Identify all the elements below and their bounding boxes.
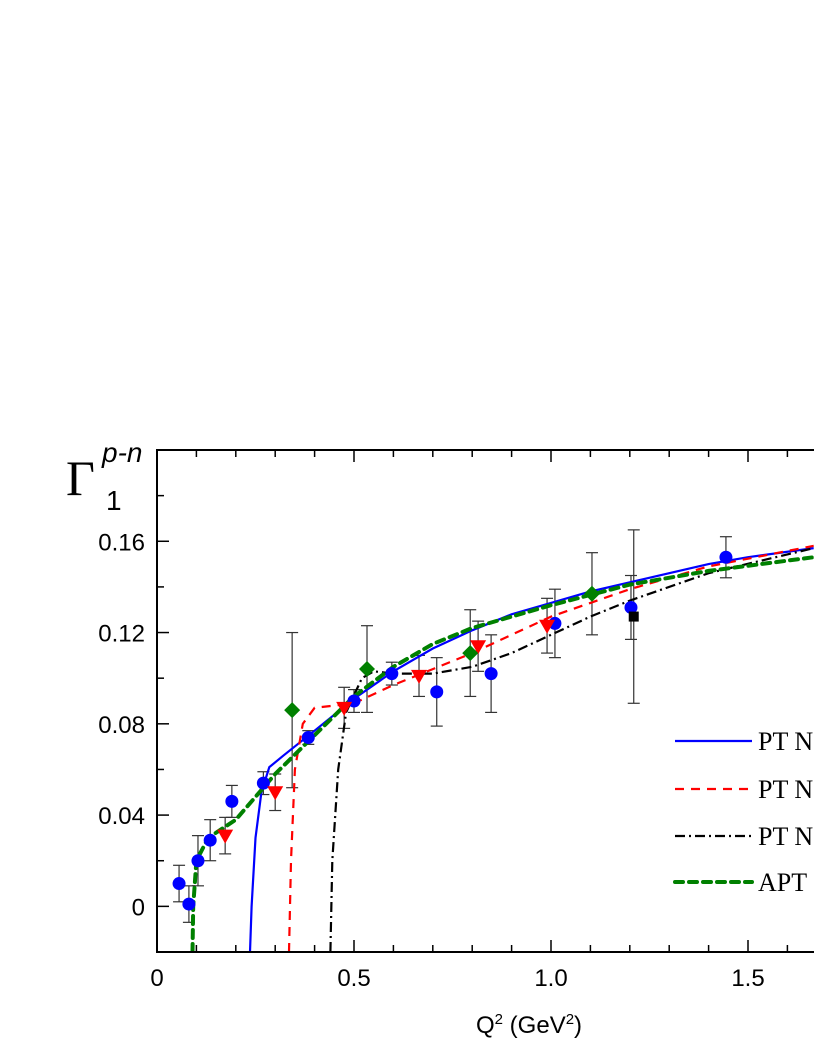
data-point-circle [719,550,733,564]
data-point-square [628,611,639,622]
data-point-circle [225,794,239,808]
legend-label-2: PT N [758,822,813,851]
x-tick-label: 0.5 [337,965,370,992]
curve-2 [329,547,814,952]
x-tick-label: 0 [150,965,163,992]
data-point-circle [203,833,217,847]
data-point-circle [172,877,186,891]
legend: PT N PT N PT N APT [673,727,813,897]
data-point-triangle [336,701,353,716]
data-point-triangle [411,669,428,684]
data-point-circle [385,667,399,681]
axis-frame [156,449,814,953]
y-tick-label: 0 [132,894,145,921]
data-point-triangle [217,829,234,844]
data-point-diamond [462,645,479,662]
y-tick-label: 0.12 [98,621,145,648]
data-point-circle [430,685,444,699]
plot-area [172,529,814,952]
legend-label-1: PT N [758,775,813,804]
data-point-circle [256,776,270,790]
y-tick-label: 0.16 [98,529,145,556]
data-point-triangle [539,619,556,634]
legend-label-3: APT [758,868,807,897]
axes: 0 0.5 1.0 1.5 0 0.04 0.08 0.12 0.16 [98,449,814,992]
x-axis-label: Q2 (GeV2) [476,1011,582,1039]
legend-label-0: PT N [758,727,813,756]
data-point-circle [191,854,205,868]
data-point-circle [624,600,638,614]
data-point-circle [301,731,315,745]
x-tick-label: 1.0 [534,965,567,992]
y-axis-label: Γ 1 p-n [66,437,142,516]
data-point-diamond [359,661,376,678]
x-tick-label: 1.5 [731,965,764,992]
data-point-circle [484,667,498,681]
data-point-diamond [583,585,600,602]
data-point-circle [182,897,196,911]
y-tick-label: 0.08 [98,712,145,739]
data-point-triangle [267,786,284,801]
y-tick-label: 0.04 [98,803,145,830]
data-point-triangle [470,640,487,655]
data-point-diamond [284,702,301,719]
